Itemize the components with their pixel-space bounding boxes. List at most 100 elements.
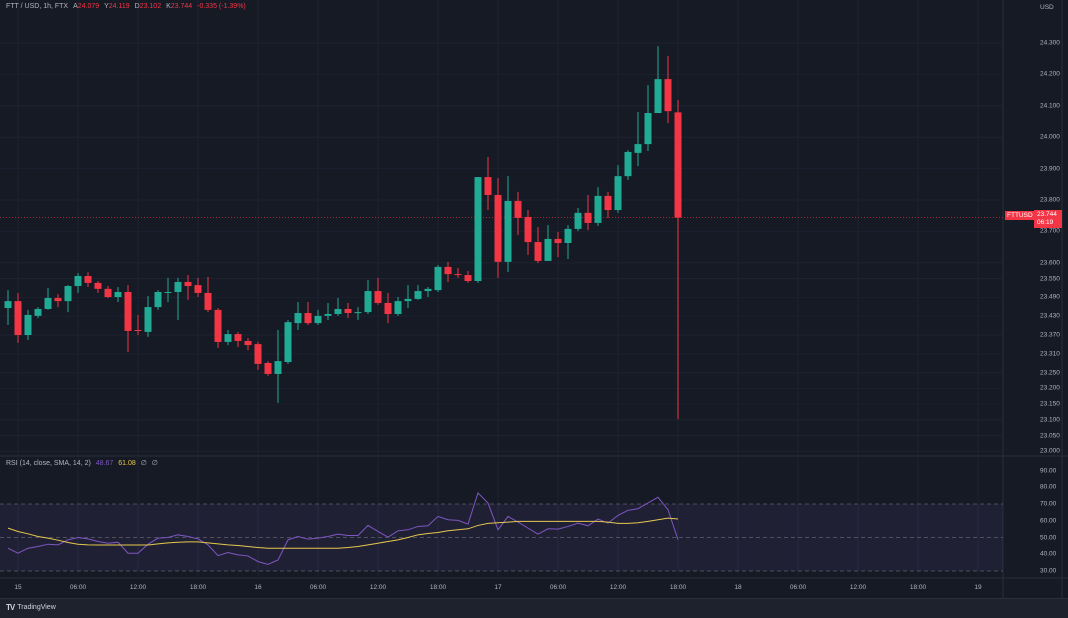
candle-body [164, 292, 172, 294]
time-tick-label: 06:00 [549, 584, 567, 591]
footer-bar: TV TradingView [0, 598, 1068, 618]
candle-body [114, 292, 122, 298]
candle-body [284, 322, 292, 363]
price-tick-label: 23.550 [1040, 275, 1060, 282]
price-tick-label: 23.250 [1040, 369, 1060, 377]
candle-body [94, 282, 102, 289]
candle-body [394, 301, 402, 314]
tradingview-brand[interactable]: TV TradingView [6, 603, 56, 612]
candle-body [324, 313, 332, 316]
time-tick-label: 06:00 [789, 584, 807, 591]
rsi-tick-label: 50.00 [1040, 534, 1057, 541]
candle-body [124, 292, 132, 331]
price-tick-label: 23.700 [1040, 227, 1060, 235]
high-label: Y [104, 3, 109, 10]
candle-body [594, 195, 602, 223]
price-tick-label: 23.800 [1040, 196, 1060, 204]
candle-body [414, 291, 422, 299]
candle-body [494, 194, 502, 262]
bar-countdown: 06:19 [1037, 219, 1054, 226]
time-tick-label: 12:00 [609, 584, 627, 591]
candle-body [424, 288, 432, 292]
candle-body [344, 308, 352, 314]
time-tick-label: 18 [734, 584, 742, 591]
candle-body [454, 274, 462, 276]
symbol-title[interactable]: FTT / USD, 1h, FTX [6, 3, 69, 10]
candle-body [64, 286, 72, 302]
candle-body [464, 275, 472, 282]
candle-body [334, 308, 342, 314]
candle-body [634, 144, 642, 153]
candle-body [184, 281, 192, 287]
symbol-price-tag: FTTUSD [1005, 211, 1035, 220]
close-label: K [166, 3, 171, 10]
candle-body [354, 312, 362, 314]
price-tick-label: 23.000 [1040, 447, 1060, 455]
candle-body [264, 362, 272, 374]
rsi-title[interactable]: RSI (14, close, SMA, 14, 2) [6, 460, 91, 467]
candle-body [404, 298, 412, 302]
candle-body [254, 344, 262, 364]
time-tick-label: 16 [254, 584, 262, 591]
low-value: 23.102 [139, 3, 162, 10]
currency-label[interactable]: USD [1040, 4, 1054, 11]
candle-body [74, 275, 82, 287]
candle-body [534, 242, 542, 261]
price-tick-label: 24.000 [1040, 133, 1060, 141]
candle-body [644, 113, 652, 145]
rsi-tick-label: 90.00 [1040, 467, 1057, 474]
candle-body [614, 176, 622, 211]
candle-body [214, 309, 222, 342]
price-tick-label: 23.900 [1040, 165, 1060, 173]
candle-body [574, 212, 582, 229]
candle-body [434, 266, 442, 291]
time-tick-label: 15 [14, 584, 22, 591]
candle-body [34, 308, 42, 316]
price-tick-label: 23.100 [1040, 416, 1060, 424]
candle-body [374, 291, 382, 303]
rsi-sma-line [7, 517, 679, 549]
time-tick-label: 06:00 [309, 584, 327, 591]
time-tick-label: 12:00 [849, 584, 867, 591]
price-tick-label: 23.150 [1040, 400, 1060, 408]
brand-name: TradingView [17, 604, 56, 611]
rsi-tick-label: 70.00 [1040, 500, 1057, 508]
close-value: 23.744 [170, 3, 193, 10]
candle-body [54, 297, 62, 302]
candle-body [554, 238, 562, 244]
time-tick-label: 12:00 [129, 584, 147, 591]
price-tick-label: 23.600 [1040, 259, 1060, 267]
price-tick-label: 23.430 [1040, 312, 1060, 320]
candle-body [244, 340, 252, 346]
low-label: D [134, 3, 140, 10]
rsi-legend: RSI (14, close, SMA, 14, 2) 48.67 61.08 … [6, 459, 158, 467]
price-tick-label: 23.370 [1040, 331, 1060, 339]
candle-body [24, 314, 32, 336]
candle-body [234, 334, 242, 341]
time-tick-label: 19 [974, 584, 982, 591]
candle-body [204, 292, 212, 310]
candle-body [624, 151, 632, 177]
time-tick-label: 18:00 [909, 584, 927, 591]
candle-body [524, 216, 532, 243]
price-tick-label: 23.050 [1040, 432, 1060, 439]
high-value: 24.119 [108, 3, 130, 10]
rsi-line [7, 492, 679, 565]
rsi-sma-value: 61.08 [118, 460, 136, 467]
candle-body [604, 195, 612, 211]
price-tick-label: 24.200 [1040, 70, 1060, 78]
candle-body [654, 79, 662, 114]
candle-body [544, 238, 552, 261]
candle-body [84, 275, 92, 283]
candle-body [474, 177, 482, 282]
rsi-tick-label: 60.00 [1040, 517, 1057, 525]
candle-body [664, 79, 672, 112]
candle-body [304, 313, 312, 324]
last-price-tag: 23.744 06:19 [1034, 210, 1062, 228]
candle-body [514, 200, 522, 218]
price-tick-label: 23.200 [1040, 384, 1060, 392]
time-tick-label: 17 [494, 584, 502, 591]
candle-body [174, 281, 182, 293]
candle-body [104, 288, 112, 298]
